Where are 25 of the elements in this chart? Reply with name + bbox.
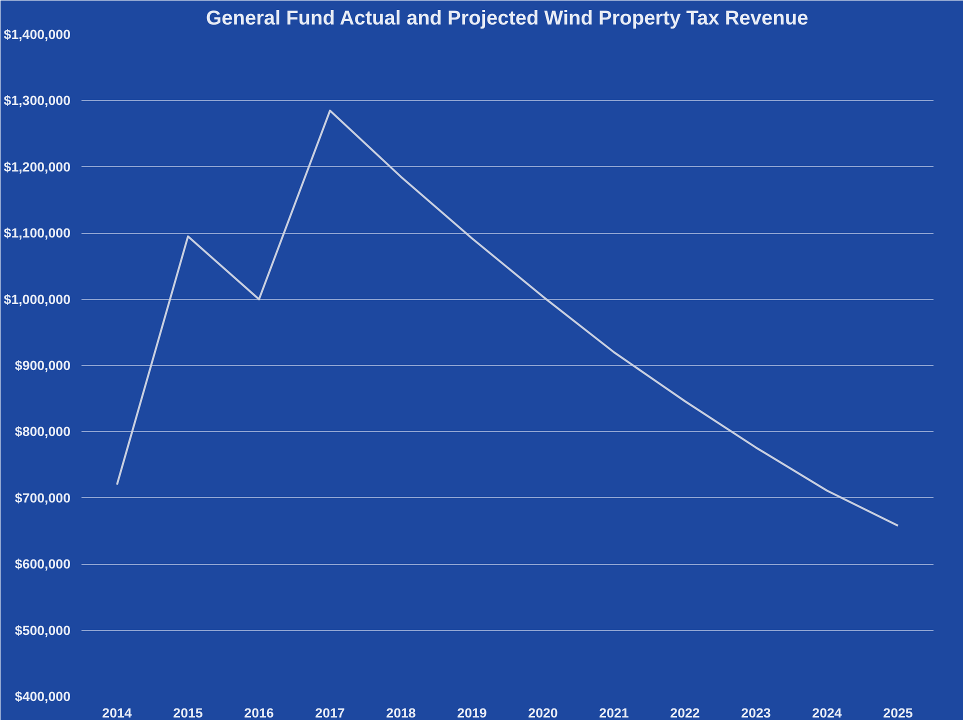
y-tick-label: $600,000 <box>14 556 71 572</box>
y-tick-label: $1,400,000 <box>4 27 71 42</box>
y-tick-label: $500,000 <box>14 622 71 638</box>
chart-title: General Fund Actual and Projected Wind Property Tax Revenue <box>206 8 808 30</box>
line-series <box>116 110 899 527</box>
x-tick-label: 2018 <box>386 706 416 720</box>
x-tick-label: 2021 <box>599 706 630 720</box>
x-tick-label: 2025 <box>883 706 914 720</box>
x-tick-label: 2017 <box>315 706 345 720</box>
y-tick-label: $800,000 <box>14 424 71 440</box>
x-tick-label: 2015 <box>173 706 204 720</box>
x-tick-label: 2024 <box>812 706 842 720</box>
x-tick-label: 2020 <box>528 706 558 720</box>
y-tick-label: $900,000 <box>14 358 71 373</box>
x-tick-label: 2023 <box>741 706 771 720</box>
x-tick-label: 2019 <box>457 706 487 720</box>
x-tick-label: 2022 <box>670 706 700 720</box>
x-tick-label: 2014 <box>102 706 132 720</box>
y-tick-label: $1,200,000 <box>4 159 71 174</box>
y-tick-label: $700,000 <box>14 490 71 506</box>
y-tick-label: $400,000 <box>14 689 71 704</box>
y-tick-label: $1,100,000 <box>4 226 71 241</box>
y-tick-label: $1,000,000 <box>4 292 71 307</box>
x-tick-label: 2016 <box>244 706 274 720</box>
y-tick-label: $1,300,000 <box>4 93 71 108</box>
